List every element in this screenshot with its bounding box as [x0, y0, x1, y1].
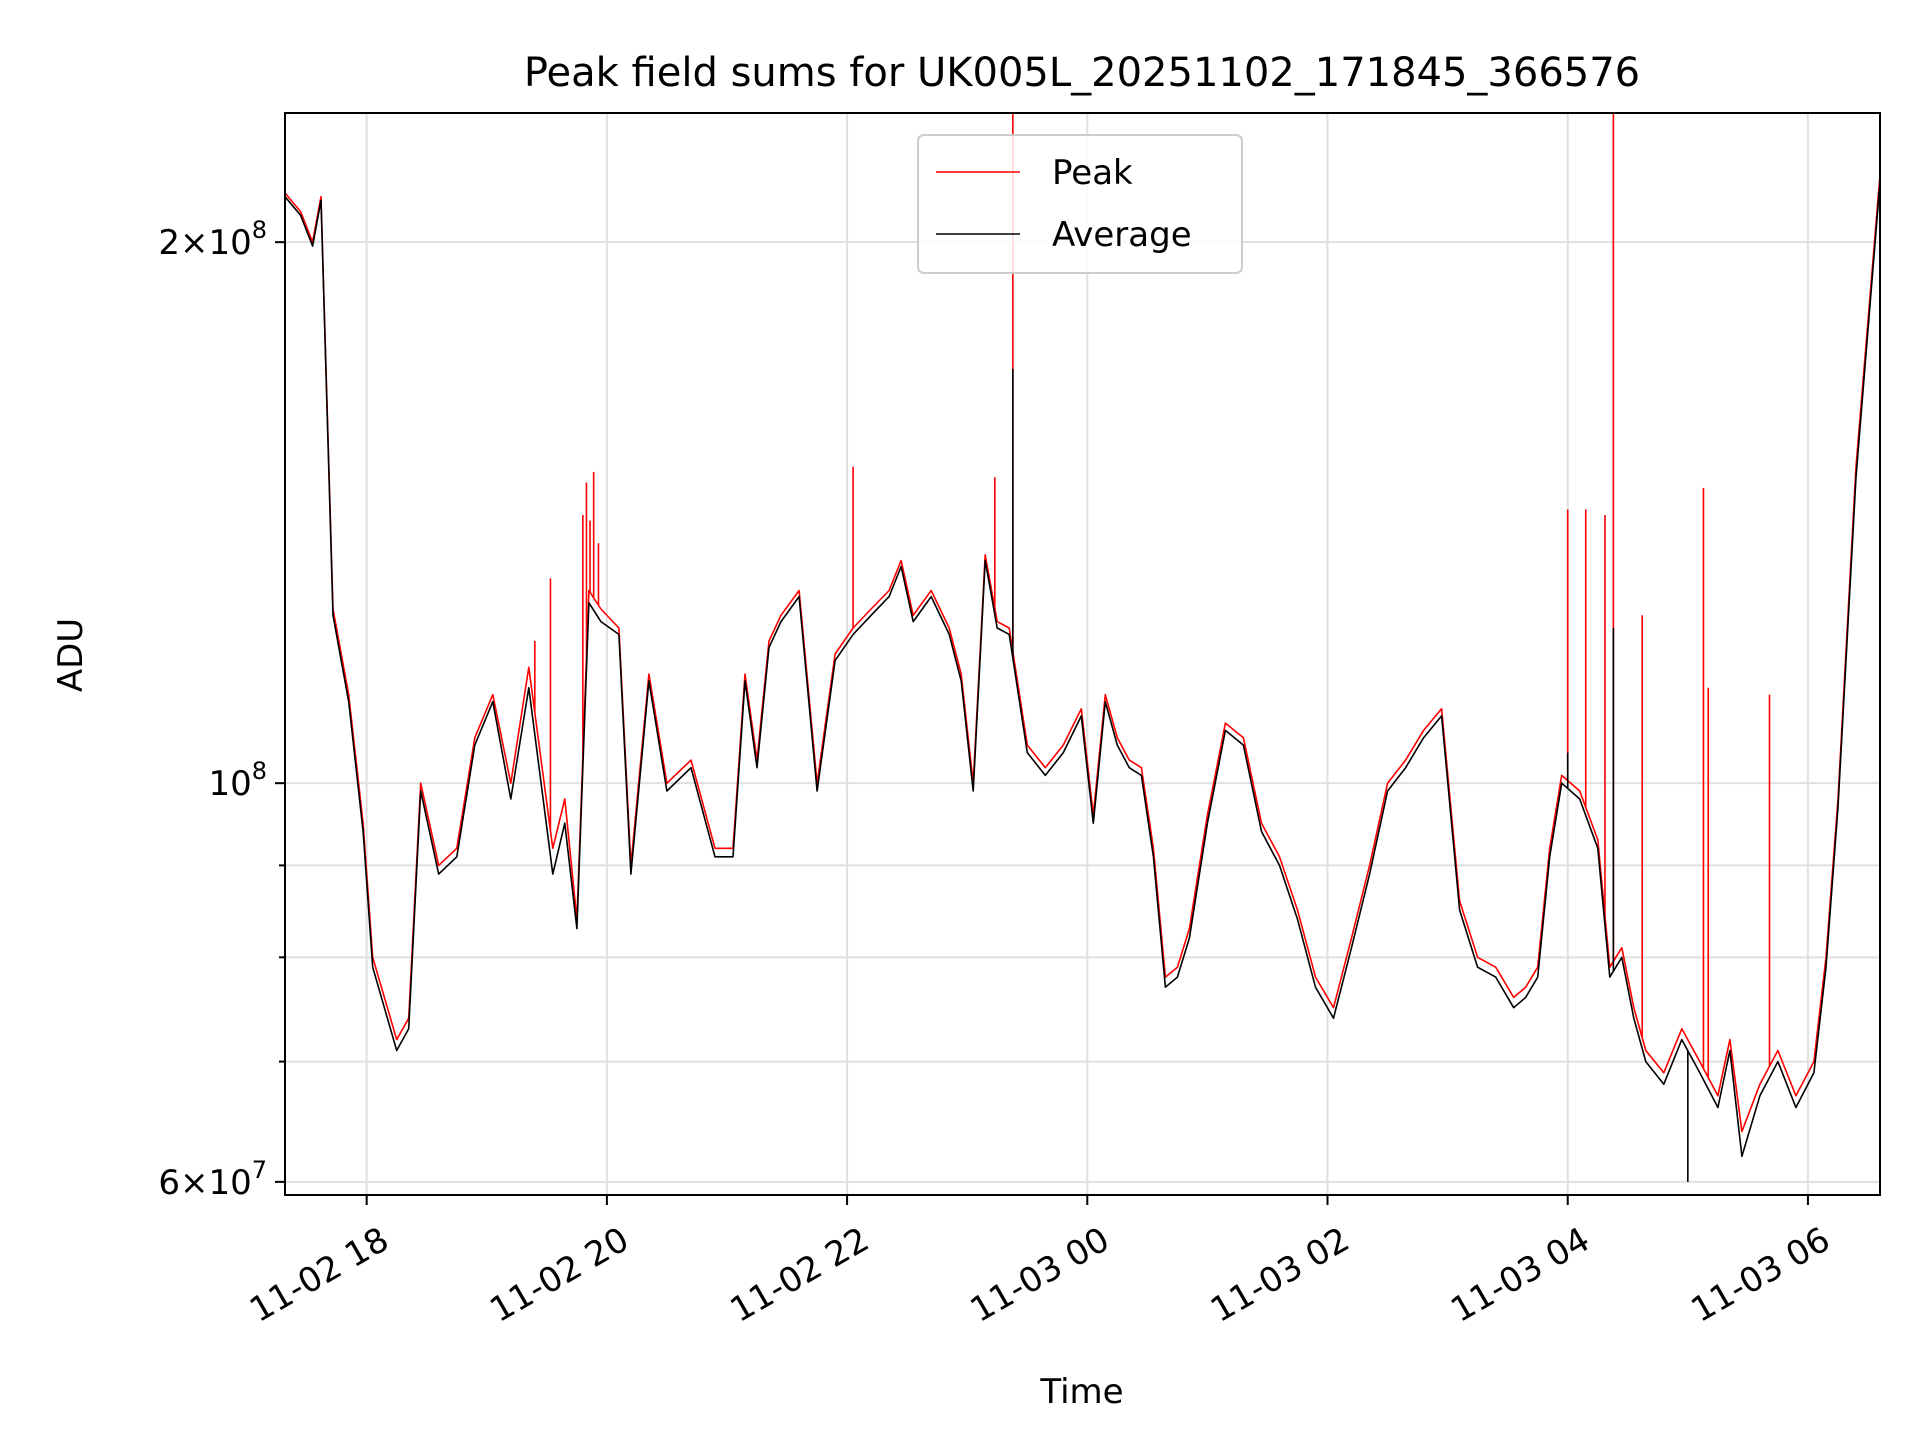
legend-box — [917, 134, 1243, 274]
series-average — [285, 182, 1880, 1182]
legend-peak-label: Peak — [1052, 153, 1133, 193]
x-tick-label: 11-03 06 — [1684, 1220, 1836, 1331]
legend: Peak Average — [917, 134, 1243, 274]
average-line — [285, 182, 1880, 1158]
y-axis-ticks: 6×107 108 2×108 — [158, 216, 285, 1203]
x-tick-label: 11-03 04 — [1444, 1220, 1596, 1331]
x-axis-ticks: 11-02 18 11-02 20 11-02 22 11-03 00 11-03 02… — [243, 1195, 1837, 1331]
chart-title: Peak field sums for UK005L_20251102_1718… — [524, 50, 1640, 96]
y-tick-label: 6×107 — [158, 1156, 267, 1203]
x-tick-label: 11-02 18 — [243, 1220, 395, 1331]
x-tick-label: 11-03 02 — [1204, 1220, 1356, 1331]
series-peak — [285, 113, 1880, 1133]
y-axis-label: ADU — [51, 618, 91, 692]
x-tick-label: 11-02 22 — [724, 1220, 876, 1331]
legend-average-label: Average — [1052, 215, 1192, 255]
x-tick-label: 11-03 00 — [964, 1220, 1116, 1331]
x-tick-label: 11-02 20 — [483, 1220, 635, 1331]
series-lines — [285, 113, 1880, 1182]
y-tick-label: 108 — [208, 757, 267, 804]
peak-line — [285, 174, 1880, 1133]
y-tick-label: 2×108 — [158, 216, 267, 263]
plot-area-frame — [284, 112, 1881, 1196]
x-axis-label: Time — [1039, 1372, 1123, 1412]
